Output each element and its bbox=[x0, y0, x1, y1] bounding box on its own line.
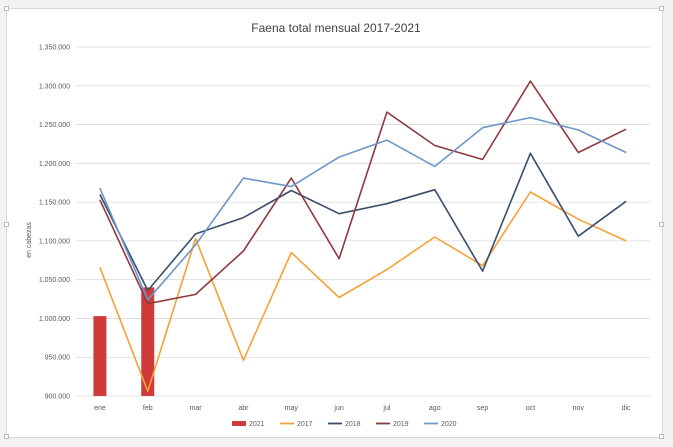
x-tick-label: ene bbox=[94, 405, 106, 412]
resize-handle-bottom-left[interactable] bbox=[4, 434, 9, 439]
resize-handle-top-left[interactable] bbox=[4, 6, 9, 11]
gridlines bbox=[76, 46, 650, 397]
resize-handle-right[interactable] bbox=[659, 222, 664, 227]
x-tick-label: may bbox=[285, 405, 299, 412]
x-tick-label: mar bbox=[190, 405, 203, 412]
legend-label-2021: 2021 bbox=[249, 421, 265, 428]
resize-handle-top-right[interactable] bbox=[659, 6, 664, 11]
y-tick-label: 1.300.000 bbox=[39, 83, 70, 90]
bar-2021 bbox=[93, 316, 107, 396]
y-tick-label: 1.350.000 bbox=[39, 45, 70, 52]
y-tick-label: 1.000.000 bbox=[39, 316, 70, 323]
y-tick-label: 950.000 bbox=[45, 355, 70, 362]
x-tick-label: jul bbox=[382, 405, 390, 412]
bar-series bbox=[93, 287, 155, 396]
y-tick-label: 1.100.000 bbox=[39, 238, 70, 245]
y-tick-label: 900.000 bbox=[45, 394, 70, 401]
legend-swatch-2021 bbox=[232, 421, 246, 426]
legend-label-2019: 2019 bbox=[393, 421, 409, 428]
x-tick-label: feb bbox=[143, 405, 153, 412]
x-tick-label: dic bbox=[622, 405, 631, 412]
x-tick-label: oct bbox=[526, 405, 535, 412]
resize-handle-bottom-right[interactable] bbox=[659, 434, 664, 439]
resize-handle-left[interactable] bbox=[4, 222, 9, 227]
x-tick-label: abr bbox=[238, 405, 249, 412]
y-tick-label: 1.150.000 bbox=[39, 200, 70, 207]
y-tick-label: 1.250.000 bbox=[39, 122, 70, 129]
line-series-2017 bbox=[99, 191, 627, 393]
legend-label-2017: 2017 bbox=[297, 421, 313, 428]
line-series-2019 bbox=[99, 80, 627, 305]
y-axis-label: en cabezas bbox=[26, 222, 33, 258]
x-tick-label: ago bbox=[429, 405, 441, 412]
x-axis-ticks: ene feb mar abr may jun jul ago sep oct nov dic bbox=[94, 405, 631, 412]
legend: 2021 2017 2018 2019 2020 bbox=[232, 421, 457, 428]
legend-label-2018: 2018 bbox=[345, 421, 361, 428]
line-series-2018 bbox=[99, 152, 627, 292]
chart-title: Faena total mensual 2017-2021 bbox=[251, 21, 421, 35]
bar-2021 bbox=[141, 287, 155, 396]
y-axis-ticks: 900.000 950.000 1.000.000 1.050.000 1.100.00… bbox=[39, 45, 70, 401]
line-series bbox=[99, 80, 627, 393]
x-tick-label: nov bbox=[573, 405, 585, 412]
line-series-2020 bbox=[99, 116, 627, 301]
legend-label-2020: 2020 bbox=[441, 421, 457, 428]
y-tick-label: 1.050.000 bbox=[39, 277, 70, 284]
y-tick-label: 1.200.000 bbox=[39, 161, 70, 168]
x-tick-label: sep bbox=[477, 405, 488, 412]
x-tick-label: jun bbox=[333, 405, 343, 412]
